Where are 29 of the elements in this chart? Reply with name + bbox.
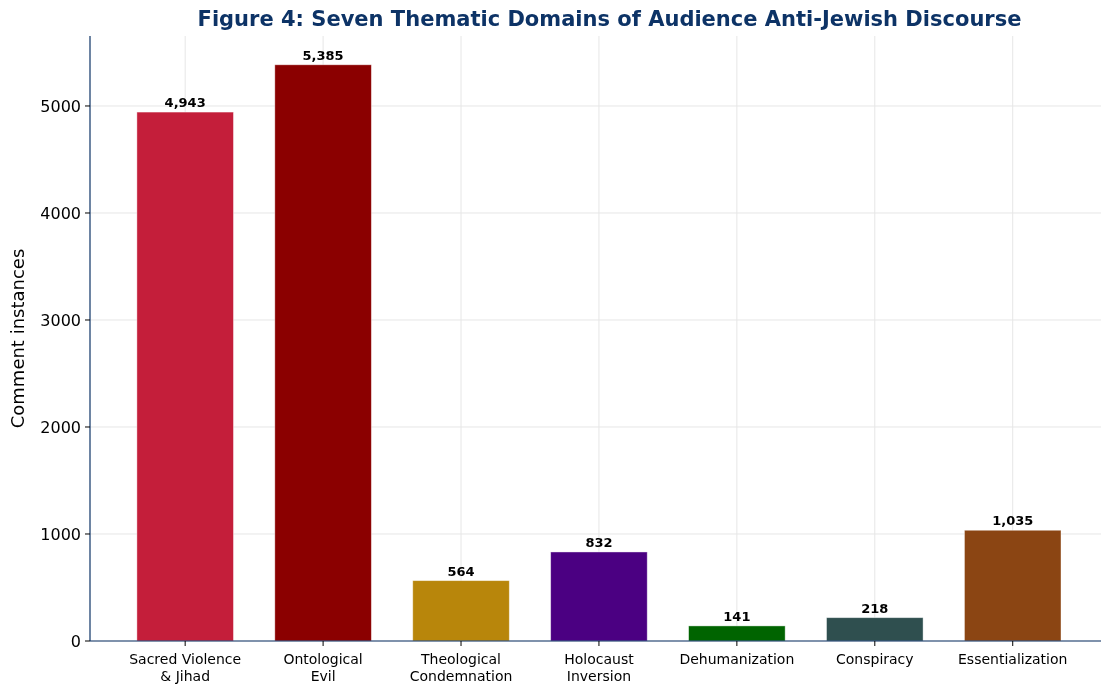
bar [412,580,510,642]
x-tick-label: Conspiracy [836,651,914,667]
bar [826,617,924,642]
data-label: 141 [723,608,751,624]
y-tick-label: 0 [70,631,81,651]
y-axis-title: Comment instances [7,248,28,429]
bar [274,64,372,642]
bar [688,625,786,642]
data-label: 5,385 [302,47,344,63]
data-label: 832 [585,534,613,550]
y-tick-label: 4000 [40,203,81,223]
x-tick-label: Dehumanization [679,651,795,667]
x-tick-label: Ontological Evil [283,651,363,684]
bar [964,529,1062,642]
y-tick-label: 2000 [40,417,81,437]
data-label: 564 [447,563,475,579]
y-tick-label: 5000 [40,96,81,116]
x-tick-label: Sacred Violence & Jihad [129,651,242,684]
bar [550,551,648,642]
y-tick-label: 3000 [40,310,81,330]
data-label: 4,943 [164,95,206,111]
chart-title: Figure 4: Seven Thematic Domains of Audience Anti-Jewish Discourse [197,7,1022,31]
x-tick-label: Holocaust Inversion [564,651,635,684]
bar [136,111,234,642]
data-label: 218 [861,600,889,616]
x-tick-label: Essentialization [958,651,1068,667]
data-label: 1,035 [992,513,1034,529]
y-tick-label: 1000 [40,524,81,544]
x-tick-label: Theological Condemnation [409,651,513,684]
